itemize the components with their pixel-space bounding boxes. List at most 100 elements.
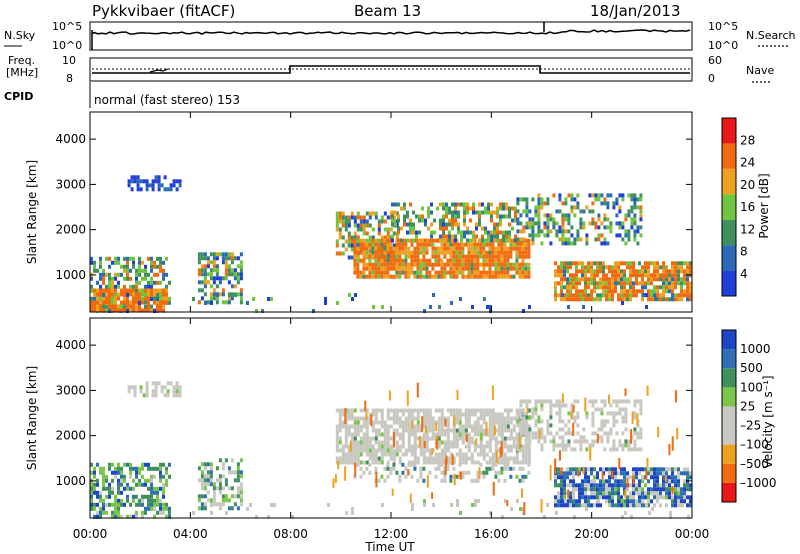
heatmap-cell [200, 288, 204, 293]
heatmap-cell [401, 462, 405, 467]
heatmap-cell [383, 219, 387, 224]
heatmap-cell [528, 305, 531, 309]
heatmap-cell [156, 498, 159, 503]
heatmap-cell [575, 471, 578, 476]
heatmap-cell [153, 300, 156, 305]
heatmap-cell [647, 499, 650, 504]
heatmap-cell [126, 300, 129, 305]
heatmap-cell [503, 436, 507, 441]
heatmap-cell [144, 506, 147, 511]
heatmap-cell [409, 226, 412, 231]
heatmap-cell [599, 487, 602, 492]
heatmap-cell [416, 274, 420, 279]
heatmap-cell [136, 179, 140, 184]
heatmap-cell [371, 238, 375, 243]
heatmap-cell [570, 197, 574, 202]
heatmap-cell [515, 266, 519, 271]
heatmap-cell [126, 260, 129, 265]
heatmap-cell [596, 269, 599, 274]
heatmap-cell [570, 205, 574, 210]
heatmap-cell [588, 209, 592, 214]
heatmap-cell [632, 281, 635, 286]
heatmap-cell [135, 272, 138, 277]
heatmap-cell [341, 420, 345, 425]
heatmap-cell [524, 266, 528, 271]
heatmap-cell [470, 460, 474, 465]
heatmap-cell [383, 436, 387, 441]
heatmap-cell [650, 467, 653, 472]
heatmap-cell [653, 285, 656, 290]
heatmap-cell [676, 427, 679, 440]
heatmap-cell [135, 515, 138, 519]
heatmap-cell [560, 297, 563, 302]
heatmap-cell [150, 284, 153, 289]
heatmap-cell [151, 183, 155, 188]
heatmap-cell [461, 452, 465, 457]
freq-trace [92, 65, 690, 74]
power-y-label: Slant Range [km] [25, 160, 39, 264]
heatmap-cell [362, 254, 366, 259]
heatmap-cell [599, 265, 602, 270]
heatmap-cell [458, 456, 462, 461]
heatmap-cell [503, 440, 507, 445]
colorbar-tick-label: 100 [740, 380, 763, 394]
heatmap-cell [416, 266, 420, 271]
heatmap-cell [602, 261, 605, 266]
heatmap-cell [626, 293, 629, 298]
heatmap-cell [151, 393, 155, 398]
heatmap-cell [93, 268, 96, 273]
heatmap-cell [686, 277, 689, 282]
heatmap-cell [564, 201, 568, 206]
heatmap-cell [656, 265, 659, 270]
heatmap-cell [130, 179, 134, 184]
heatmap-cell [656, 499, 659, 504]
heatmap-cell [153, 490, 156, 495]
heatmap-cell [557, 491, 560, 496]
heatmap-cell [537, 233, 541, 238]
heatmap-cell [350, 412, 354, 417]
heatmap-cell [212, 260, 216, 265]
heatmap-cell [591, 399, 595, 404]
heatmap-cell [596, 471, 599, 476]
heatmap-cell [522, 209, 526, 214]
heatmap-cell [344, 239, 348, 244]
heatmap-cell [485, 258, 489, 263]
heatmap-cell [590, 273, 593, 278]
heatmap-cell [490, 234, 493, 239]
heatmap-cell [350, 247, 354, 252]
heatmap-cell [111, 292, 114, 297]
heatmap-cell [218, 506, 222, 511]
heatmap-cell [422, 436, 426, 441]
heatmap-cell [662, 495, 665, 500]
heatmap-cell [578, 467, 581, 472]
heatmap-cell [197, 466, 201, 471]
heatmap-cell [488, 258, 492, 263]
heatmap-cell [590, 467, 593, 472]
heatmap-cell [483, 297, 486, 301]
heatmap-cell [618, 458, 621, 470]
heatmap-cell [473, 478, 477, 483]
heatmap-cell [557, 269, 560, 274]
heatmap-cell [572, 503, 575, 508]
heatmap-cell [563, 261, 566, 266]
heatmap-cell [665, 265, 668, 270]
heatmap-cell [448, 206, 451, 211]
heatmap-cell [440, 274, 444, 279]
heatmap-cell [561, 443, 565, 448]
heatmap-cell [461, 254, 465, 259]
heatmap-cell [611, 269, 614, 274]
heatmap-cell [114, 272, 117, 277]
heatmap-cell [111, 486, 114, 491]
heatmap-cell [350, 255, 354, 260]
heatmap-cell [680, 297, 683, 302]
heatmap-cell [527, 262, 531, 267]
heatmap-cell [437, 436, 441, 441]
heatmap-cell [102, 304, 105, 309]
heatmap-cell [597, 213, 601, 218]
heatmap-cell [144, 304, 147, 309]
heatmap-cell [617, 261, 620, 266]
heatmap-cell [472, 202, 475, 207]
heatmap-cell [677, 293, 680, 298]
heatmap-cell [644, 467, 647, 472]
